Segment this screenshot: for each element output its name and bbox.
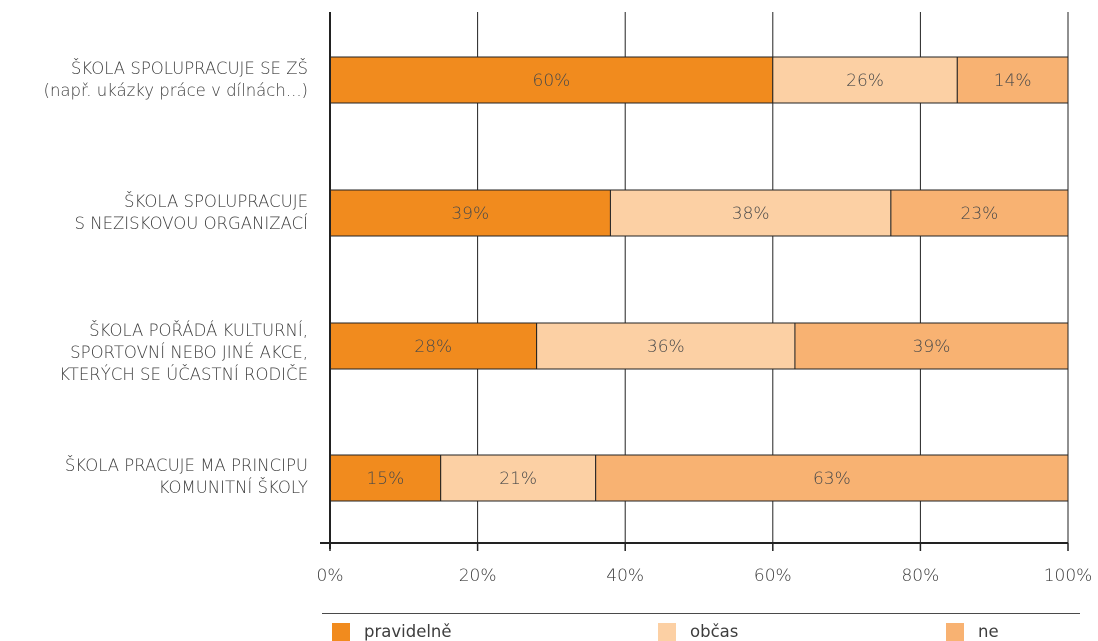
data-label: 14%	[994, 71, 1032, 91]
x-tick-label: 80%	[901, 566, 940, 586]
x-tick-label: 0%	[316, 566, 344, 586]
data-label: 39%	[451, 204, 489, 224]
data-label: 21%	[499, 469, 537, 489]
bar-segment	[440, 454, 597, 502]
bar-segment	[794, 322, 1069, 370]
data-label: 26%	[846, 71, 884, 91]
data-label: 38%	[732, 204, 770, 224]
legend-swatch-ne	[946, 622, 964, 641]
x-tick-label: 40%	[606, 566, 645, 586]
data-label: 15%	[366, 469, 404, 489]
legend-label-pravidelne: pravidelně	[364, 622, 452, 641]
data-label: 28%	[414, 337, 452, 357]
x-tick-label: 20%	[458, 566, 497, 586]
data-label: 36%	[647, 337, 685, 357]
legend-item-pravidelne: pravidelně	[332, 622, 452, 641]
legend-label-ne: ne	[978, 622, 999, 641]
x-tick-label: 60%	[753, 566, 792, 586]
legend-label-obcas: občas	[690, 622, 739, 641]
bar-segment	[595, 454, 1069, 502]
bar-segment	[609, 189, 892, 237]
legend-swatch-obcas	[658, 622, 676, 641]
legend: pravidelně občas ne	[322, 613, 1080, 641]
bar-segment	[329, 322, 538, 370]
bar-segment	[329, 56, 774, 104]
data-label: 39%	[913, 337, 951, 357]
data-label: 60%	[533, 71, 571, 91]
legend-swatch-pravidelne	[332, 622, 350, 641]
data-label: 63%	[813, 469, 851, 489]
bar-segment	[956, 56, 1069, 104]
x-tick-label: 100%	[1043, 566, 1093, 586]
bar-segment	[329, 454, 442, 502]
category-label: ŠKOLA SPOLUPRACUJE SE ZŠ (např. ukázky p…	[43, 59, 308, 100]
category-label: ŠKOLA PRACUJE MA PRINCIPU KOMUNITNÍ ŠKOL…	[64, 456, 308, 497]
bar-segment	[772, 56, 958, 104]
legend-item-obcas: občas	[658, 622, 738, 641]
bar-segment	[890, 189, 1069, 237]
category-label: ŠKOLA POŘÁDÁ KULTURNÍ, SPORTOVNÍ NEBO JI…	[59, 321, 308, 384]
data-label: 23%	[961, 204, 999, 224]
category-label: ŠKOLA SPOLUPRACUJE S NEZISKOVOU ORGANIZA…	[74, 192, 308, 233]
legend-item-ne: ne	[946, 622, 999, 641]
